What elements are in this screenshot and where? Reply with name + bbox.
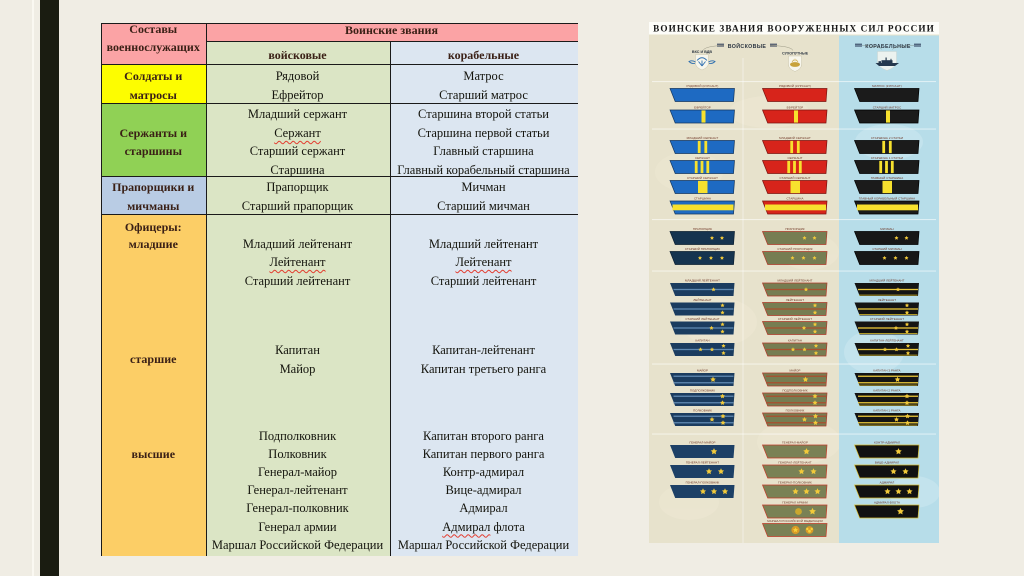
- svg-text:АДМИРАЛ ФЛОТА: АДМИРАЛ ФЛОТА: [874, 500, 900, 504]
- svg-text:КАПИТАН 1 РАНГА: КАПИТАН 1 РАНГА: [873, 408, 900, 412]
- svg-text:МАЙОР: МАЙОР: [697, 368, 708, 372]
- svg-text:СТАРШИЙ ЛЕЙТЕНАНТ: СТАРШИЙ ЛЕЙТЕНАНТ: [778, 317, 812, 321]
- svg-text:МАЙОР: МАЙОР: [789, 368, 800, 372]
- svg-text:ЕФРЕЙТОР: ЕФРЕЙТОР: [694, 105, 711, 109]
- svg-text:КАПИТАН: КАПИТАН: [695, 338, 709, 342]
- svg-text:СЕРЖАНТ: СЕРЖАНТ: [695, 156, 710, 160]
- svg-text:ГЕНЕРАЛ-МАЙОР: ГЕНЕРАЛ-МАЙОР: [782, 440, 808, 444]
- svg-text:РЯДОВОЙ (КУРСАНТ): РЯДОВОЙ (КУРСАНТ): [779, 84, 811, 88]
- svg-text:ЛЕЙТЕНАНТ: ЛЕЙТЕНАНТ: [786, 298, 804, 302]
- svg-text:ПОДПОЛКОВНИК: ПОДПОЛКОВНИК: [690, 388, 716, 392]
- svg-text:ПОЛКОВНИК: ПОЛКОВНИК: [786, 408, 805, 412]
- svg-text:МИЧМАН: МИЧМАН: [880, 227, 893, 231]
- svg-text:СТАРШИНА: СТАРШИНА: [694, 196, 711, 200]
- svg-text:СТАРШИНА 2 СТАТЬИ: СТАРШИНА 2 СТАТЬИ: [871, 136, 903, 140]
- svg-text:ГЕНЕРАЛ АРМИИ: ГЕНЕРАЛ АРМИИ: [782, 500, 808, 504]
- svg-text:МЛАДШИЙ ЛЕЙТЕНАНТ: МЛАДШИЙ ЛЕЙТЕНАНТ: [685, 278, 720, 282]
- svg-text:КАПИТАН-ЛЕЙТЕНАНТ: КАПИТАН-ЛЕЙТЕНАНТ: [870, 338, 904, 342]
- svg-text:ЛЕЙТЕНАНТ: ЛЕЙТЕНАНТ: [878, 298, 896, 302]
- svg-text:СТАРШИЙ МАТРОС: СТАРШИЙ МАТРОС: [873, 105, 902, 109]
- svg-text:МЛАДШИЙ СЕРЖАНТ: МЛАДШИЙ СЕРЖАНТ: [687, 136, 719, 140]
- svg-text:СТАРШИЙ ЛЕЙТЕНАНТ: СТАРШИЙ ЛЕЙТЕНАНТ: [870, 317, 904, 321]
- svg-text:ПОЛКОВНИК: ПОЛКОВНИК: [693, 408, 712, 412]
- svg-text:ВИЦЕ-АДМИРАЛ: ВИЦЕ-АДМИРАЛ: [875, 460, 899, 464]
- svg-text:ВОИНСКИЕ ЗВАНИЯ ВООРУЖЕННЫХ СИ: ВОИНСКИЕ ЗВАНИЯ ВООРУЖЕННЫХ СИЛ РОССИИ: [653, 23, 935, 33]
- svg-text:КОНТР-АДМИРАЛ: КОНТР-АДМИРАЛ: [874, 440, 900, 444]
- svg-text:ЛЕЙТЕНАНТ: ЛЕЙТЕНАНТ: [693, 298, 711, 302]
- svg-text:ВОЙСКОВЫЕ: ВОЙСКОВЫЕ: [728, 42, 767, 50]
- svg-text:СТАРШИЙ ПРАПОРЩИК: СТАРШИЙ ПРАПОРЩИК: [685, 247, 720, 251]
- svg-text:СЕРЖАНТ: СЕРЖАНТ: [787, 156, 802, 160]
- svg-text:ЕФРЕЙТОР: ЕФРЕЙТОР: [787, 105, 804, 109]
- svg-text:ПОДПОЛКОВНИК: ПОДПОЛКОВНИК: [782, 388, 808, 392]
- svg-text:МЛАДШИЙ ЛЕЙТЕНАНТ: МЛАДШИЙ ЛЕЙТЕНАНТ: [869, 278, 904, 282]
- svg-text:СТАРШИЙ СЕРЖАНТ: СТАРШИЙ СЕРЖАНТ: [780, 176, 811, 180]
- svg-text:ПРАПОРЩИК: ПРАПОРЩИК: [693, 227, 713, 231]
- svg-text:ГЛАВНЫЙ КОРАБЕЛЬНЫЙ СТАРШИНА: ГЛАВНЫЙ КОРАБЕЛЬНЫЙ СТАРШИНА: [859, 196, 915, 200]
- svg-text:ПРАПОРЩИК: ПРАПОРЩИК: [785, 227, 805, 231]
- svg-text:СТАРШИНА: СТАРШИНА: [786, 196, 803, 200]
- svg-text:ВКС И ВДВ: ВКС И ВДВ: [692, 50, 712, 54]
- svg-text:КАПИТАН 3 РАНГА: КАПИТАН 3 РАНГА: [873, 368, 900, 372]
- svg-text:СТАРШИЙ ЛЕЙТЕНАНТ: СТАРШИЙ ЛЕЙТЕНАНТ: [685, 317, 719, 321]
- svg-text:КАПИТАН 2 РАНГА: КАПИТАН 2 РАНГА: [873, 388, 900, 392]
- svg-text:ГЕНЕРАЛ-ПОЛКОВНИК: ГЕНЕРАЛ-ПОЛКОВНИК: [778, 480, 812, 484]
- svg-text:СТАРШИНА 1 СТАТЬИ: СТАРШИНА 1 СТАТЬИ: [871, 156, 903, 160]
- svg-text:КАПИТАН: КАПИТАН: [788, 338, 802, 342]
- svg-text:КОРАБЕЛЬНЫЕ: КОРАБЕЛЬНЫЕ: [865, 44, 911, 50]
- svg-text:РЯДОВОЙ (КУРСАНТ): РЯДОВОЙ (КУРСАНТ): [687, 84, 719, 88]
- svg-text:МАРШАЛ РОССИЙСКОЙ ФЕДЕРАЦИИ: МАРШАЛ РОССИЙСКОЙ ФЕДЕРАЦИИ: [767, 519, 823, 523]
- svg-text:СТАРШИЙ СЕРЖАНТ: СТАРШИЙ СЕРЖАНТ: [687, 176, 718, 180]
- svg-text:ГЕНЕРАЛ-ЛЕЙТЕНАНТ: ГЕНЕРАЛ-ЛЕЙТЕНАНТ: [686, 460, 719, 464]
- svg-text:АДМИРАЛ: АДМИРАЛ: [880, 480, 895, 484]
- svg-text:ГЕНЕРАЛ-ПОЛКОВНИК: ГЕНЕРАЛ-ПОЛКОВНИК: [686, 480, 720, 484]
- svg-text:ГЛАВНЫЙ СТАРШИНА: ГЛАВНЫЙ СТАРШИНА: [871, 176, 904, 180]
- svg-text:ГЕНЕРАЛ-МАЙОР: ГЕНЕРАЛ-МАЙОР: [690, 440, 716, 444]
- svg-text:СТАРШИЙ ПРАПОРЩИК: СТАРШИЙ ПРАПОРЩИК: [777, 247, 812, 251]
- svg-text:МАТРОС (КУРСАНТ): МАТРОС (КУРСАНТ): [872, 84, 902, 88]
- svg-text:МЛАДШИЙ СЕРЖАНТ: МЛАДШИЙ СЕРЖАНТ: [779, 136, 811, 140]
- svg-text:ГЕНЕРАЛ-ЛЕЙТЕНАНТ: ГЕНЕРАЛ-ЛЕЙТЕНАНТ: [778, 460, 811, 464]
- svg-text:СТАРШИЙ МИЧМАН: СТАРШИЙ МИЧМАН: [872, 247, 901, 251]
- svg-text:МЛАДШИЙ ЛЕЙТЕНАНТ: МЛАДШИЙ ЛЕЙТЕНАНТ: [777, 278, 812, 282]
- svg-text:СУХОПУТНЫЕ: СУХОПУТНЫЕ: [782, 51, 809, 55]
